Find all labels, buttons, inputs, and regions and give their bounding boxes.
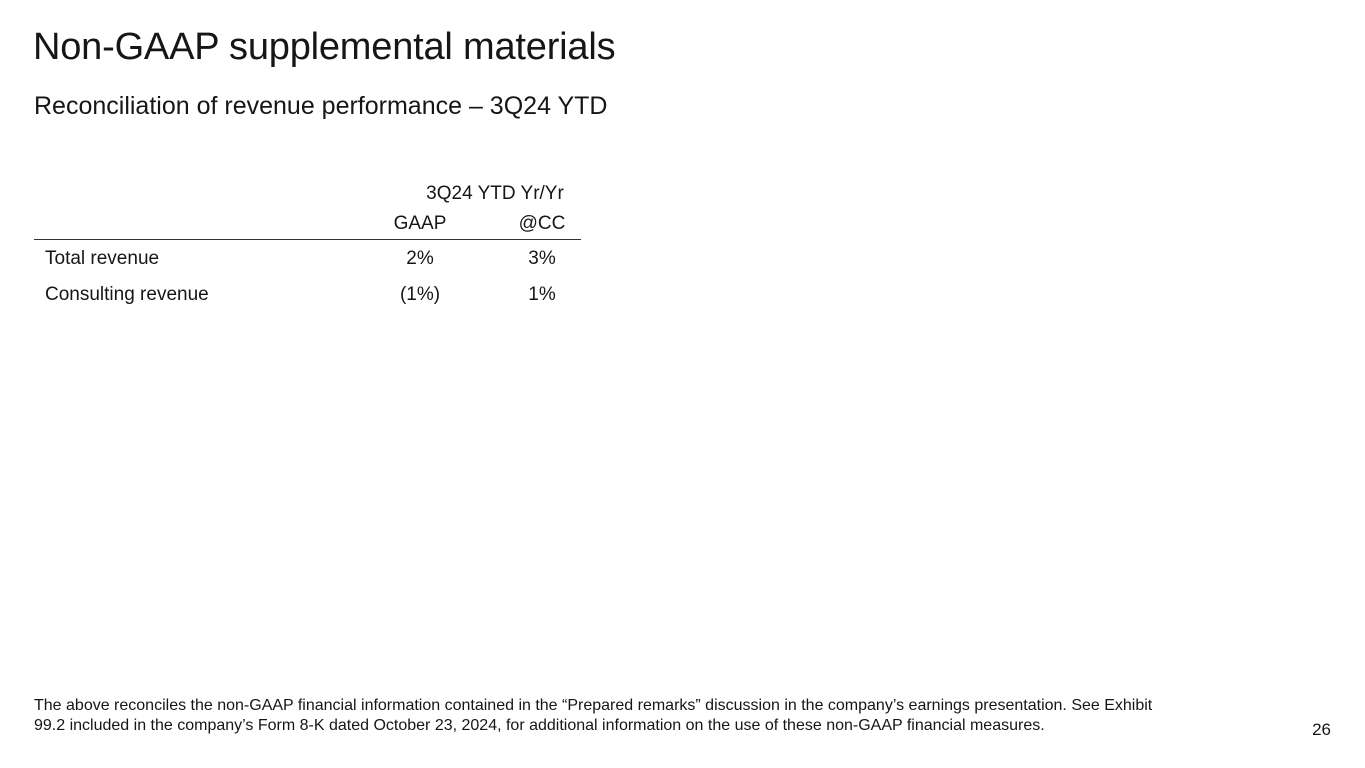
column-header-gaap: GAAP [393, 213, 447, 234]
slide-title: Non-GAAP supplemental materials [33, 26, 616, 68]
footnote-line-2: 99.2 included in the company’s Form 8-K … [34, 717, 1045, 734]
row-label: Consulting revenue [45, 284, 209, 305]
page-number: 26 [1312, 720, 1331, 739]
slide-subtitle: Reconciliation of revenue performance – … [34, 92, 608, 120]
column-header-cc: @CC [518, 213, 566, 234]
cc-value: 3% [528, 248, 556, 269]
header-divider [34, 239, 581, 240]
cc-value: 1% [528, 284, 556, 305]
footnote: The above reconciles the non-GAAP financ… [34, 696, 1234, 736]
gaap-value: 2% [406, 248, 434, 269]
table-group-header: 3Q24 YTD Yr/Yr [426, 183, 564, 204]
table-row: Consulting revenue (1%) 1% [34, 284, 581, 310]
row-label: Total revenue [45, 248, 160, 269]
gaap-value: (1%) [399, 284, 441, 305]
footnote-line-1: The above reconciles the non-GAAP financ… [34, 697, 1153, 714]
table-row: Total revenue 2% 3% [34, 248, 581, 274]
